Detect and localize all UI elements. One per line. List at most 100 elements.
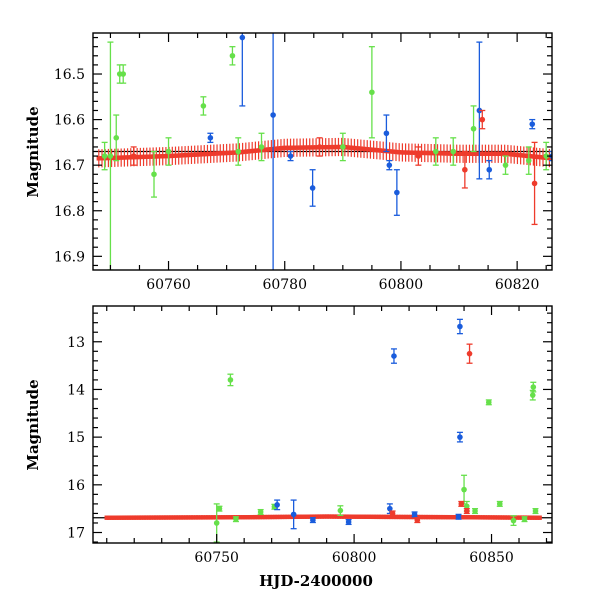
band-point [272,146,277,152]
data-point [532,508,539,514]
band-point [329,514,335,519]
band-point [406,514,411,520]
band-point [345,145,351,150]
band-point [158,515,164,520]
band-point [144,515,149,520]
band-point [368,147,373,152]
band-point [528,154,533,159]
data-point [466,350,473,357]
band-point [351,514,357,519]
band-point [534,515,540,520]
band-point [317,514,322,519]
band-point [364,514,369,519]
data-point [151,171,157,178]
band-point [134,515,139,520]
band-point [189,152,194,158]
band-point [547,155,552,161]
data-point [531,180,538,187]
band-point [114,515,119,520]
band-point [371,514,377,520]
band-point [297,514,302,519]
y-tick-label: 16.5 [54,67,85,83]
band-point [147,154,153,159]
band-point [307,514,312,519]
band-point [423,514,429,520]
data-point [387,505,393,512]
band-point [518,153,523,158]
band-point [313,145,319,150]
band-point [245,515,250,520]
band-point [366,514,372,519]
band-point [277,514,283,520]
band-point [403,514,409,520]
band-point [307,145,312,150]
band-point [389,514,394,520]
band-point [250,514,255,520]
band-point [221,150,226,156]
band-point [496,151,501,156]
band-point [116,515,122,520]
band-point [500,515,505,520]
band-point [157,154,162,159]
band-point [265,514,270,520]
band-point [104,515,109,520]
band-point [465,515,471,520]
band-point [248,514,253,520]
band-point [144,154,149,159]
band-point [275,514,280,520]
band-point [126,515,132,520]
band-point [240,149,245,155]
data-point [233,516,239,522]
band-point [390,149,396,154]
band-point [230,150,236,155]
band-point [170,153,175,159]
band-point [467,151,472,156]
band-point [387,149,392,154]
band-point [497,515,503,520]
band-point [507,515,513,520]
band-point [125,155,130,160]
data-point [457,323,463,330]
band-point [448,514,453,520]
band-point [246,149,252,154]
band-point [267,514,273,520]
band-point [428,150,434,156]
band-point [374,514,379,520]
band-point [416,514,421,520]
band-point [297,145,303,150]
band-point [205,151,210,157]
band-point [304,145,309,150]
band-point [213,515,218,520]
band-point [138,154,143,160]
band-point [227,150,233,156]
data-point [369,89,375,96]
band-point [393,514,399,520]
data-point [462,166,468,173]
band-point [270,514,275,520]
band-point [440,514,446,520]
band-point [149,515,154,520]
band-point [473,151,479,156]
band-point [515,152,520,158]
data-point [529,392,536,398]
band-point [291,145,296,150]
band-point [136,515,142,520]
series-1 [274,318,463,530]
band-point [107,515,112,520]
band-point [312,514,317,519]
band-point [502,515,508,520]
band-point [400,150,405,155]
band-point [361,514,367,519]
band-point [396,514,401,520]
data-point [227,377,234,383]
band-point [337,514,342,519]
band-point [332,514,337,519]
band-point [119,515,124,520]
band-point [505,151,511,157]
band-point [365,147,370,152]
band-point [457,151,463,156]
series-1 [207,33,552,270]
data-point [290,511,297,518]
band-point [540,155,546,160]
